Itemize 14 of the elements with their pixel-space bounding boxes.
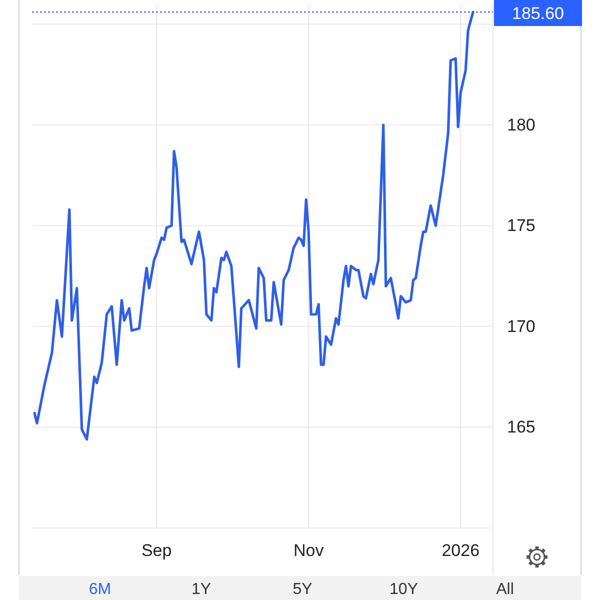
text: All bbox=[496, 581, 514, 598]
line-series bbox=[33, 10, 474, 441]
text: 1Y bbox=[191, 581, 212, 598]
y-tick-label: 180 bbox=[507, 115, 536, 134]
y-tick-label: 175 bbox=[507, 216, 536, 236]
text: 10Y bbox=[390, 581, 418, 598]
x-tick-label: Nov bbox=[293, 541, 324, 560]
y-tick-label: 170 bbox=[507, 316, 536, 336]
ref-line-label: 185.60 bbox=[512, 4, 564, 23]
y-tick-label: 165 bbox=[507, 418, 536, 437]
text: 5Y bbox=[292, 581, 313, 598]
x-tick-label: 2026 bbox=[442, 541, 480, 560]
text: 6M bbox=[88, 581, 112, 598]
x-tick-label: Sep bbox=[141, 541, 172, 560]
